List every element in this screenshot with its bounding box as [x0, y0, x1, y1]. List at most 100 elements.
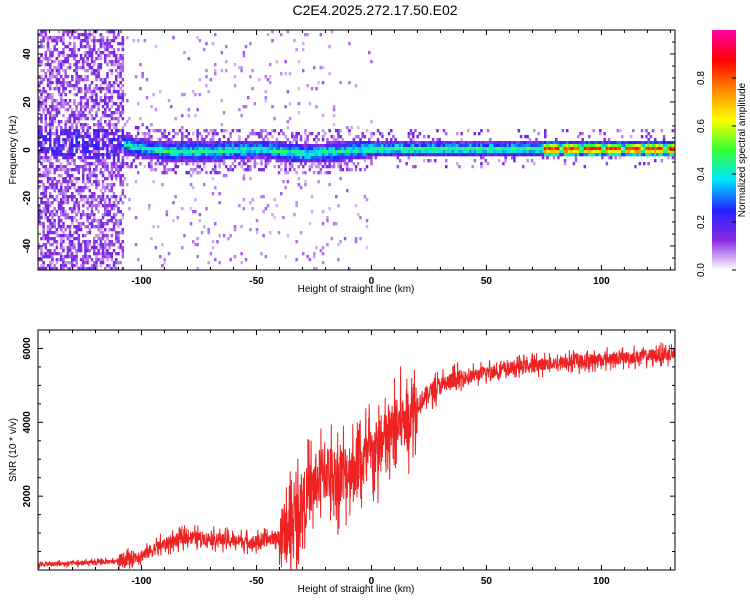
snr-ytick-label: 6000 [22, 337, 33, 360]
heatmap-cell [240, 159, 243, 163]
heatmap-cell [192, 168, 195, 172]
heatmap-cell [579, 141, 582, 145]
heatmap-cell [42, 30, 45, 34]
heatmap-cell [97, 87, 100, 91]
heatmap-cell [93, 99, 96, 103]
heatmap-cell [225, 141, 228, 145]
heatmap-cell [581, 132, 584, 136]
heatmap-cell [612, 144, 615, 148]
heatmap-cell [249, 156, 252, 160]
heatmap-cell [339, 129, 342, 133]
heatmap-cell [40, 150, 43, 154]
heatmap-cell [66, 195, 70, 199]
heatmap-cell [57, 111, 61, 115]
heatmap-cell [101, 42, 105, 46]
heatmap-cell [90, 99, 94, 103]
heatmap-cell [255, 141, 259, 145]
heatmap-cell [258, 135, 261, 139]
heatmap-cell [227, 150, 230, 154]
heatmap-cell [84, 243, 87, 247]
heatmap-cell [218, 144, 221, 148]
heatmap-cell [220, 99, 224, 103]
heatmap-cell [161, 156, 164, 160]
heatmap-cell [99, 222, 103, 226]
heatmap-cell [88, 135, 92, 139]
heatmap-cell [475, 147, 479, 151]
heatmap-cell [632, 147, 635, 151]
heatmap-xtick-label: 50 [481, 276, 493, 287]
heatmap-cell [361, 135, 364, 139]
heatmap-cell [449, 141, 452, 145]
heatmap-cell [478, 147, 481, 151]
heatmap-cell [319, 33, 323, 37]
heatmap-cell [68, 243, 72, 247]
heatmap-cell [119, 147, 122, 151]
heatmap-cell [126, 138, 129, 142]
heatmap-cell [412, 150, 415, 154]
heatmap-cell [493, 147, 496, 151]
heatmap-cell [108, 42, 111, 46]
heatmap-cell [77, 48, 81, 52]
heatmap-cell [189, 168, 193, 172]
heatmap-cell [563, 153, 567, 157]
heatmap-cell [339, 141, 342, 145]
heatmap-cell [189, 141, 193, 145]
heatmap-cell [86, 144, 89, 148]
heatmap-cell [60, 66, 63, 70]
heatmap-cell [321, 138, 325, 142]
heatmap-cell [117, 111, 120, 115]
heatmap-cell [198, 147, 202, 151]
heatmap-cell [99, 261, 103, 265]
heatmap-cell [97, 141, 100, 145]
heatmap-cell [513, 153, 516, 157]
heatmap-cell [93, 195, 96, 199]
heatmap-cell [603, 147, 606, 151]
heatmap-cell [625, 150, 628, 154]
heatmap-cell [361, 141, 364, 145]
heatmap-cell [84, 150, 87, 154]
heatmap-cell [266, 132, 270, 136]
heatmap-cell [315, 165, 318, 169]
heatmap-cell [60, 210, 63, 214]
heatmap-cell [121, 138, 125, 142]
heatmap-cell [46, 81, 50, 85]
heatmap-cell [187, 132, 191, 136]
heatmap-cell [326, 147, 329, 151]
heatmap-cell [473, 147, 477, 151]
heatmap-cell [137, 156, 140, 160]
heatmap-cell [249, 132, 252, 136]
heatmap-cell [284, 105, 287, 109]
heatmap-cell [557, 144, 560, 148]
heatmap-cell [38, 174, 41, 178]
heatmap-cell [82, 114, 85, 118]
heatmap-cell [478, 132, 481, 136]
heatmap-cell [284, 162, 287, 166]
heatmap-cell [528, 147, 532, 151]
heatmap-cell [93, 171, 96, 175]
heatmap-cell [260, 153, 263, 157]
heatmap-cell [216, 147, 219, 151]
heatmap-cell [172, 201, 175, 205]
heatmap-cell [216, 156, 219, 160]
heatmap-cell [68, 129, 72, 133]
heatmap-cell [90, 225, 94, 229]
heatmap-cell [97, 144, 100, 148]
heatmap-cell [273, 141, 276, 145]
heatmap-cell [398, 141, 402, 145]
heatmap-cell [99, 96, 103, 100]
heatmap-cell [130, 138, 133, 142]
heatmap-cell [365, 129, 369, 133]
heatmap-cell [167, 252, 171, 256]
heatmap-cell [137, 147, 140, 151]
heatmap-cell [55, 252, 59, 256]
heatmap-cell [172, 156, 175, 160]
heatmap-cell [266, 78, 270, 82]
heatmap-cell [570, 141, 573, 145]
heatmap-cell [673, 150, 675, 154]
heatmap-cell [60, 63, 63, 67]
heatmap-cell [121, 192, 125, 196]
heatmap-cell [95, 177, 98, 181]
heatmap-cell [616, 153, 620, 157]
heatmap-cell [238, 66, 241, 70]
heatmap-cell [423, 147, 426, 151]
